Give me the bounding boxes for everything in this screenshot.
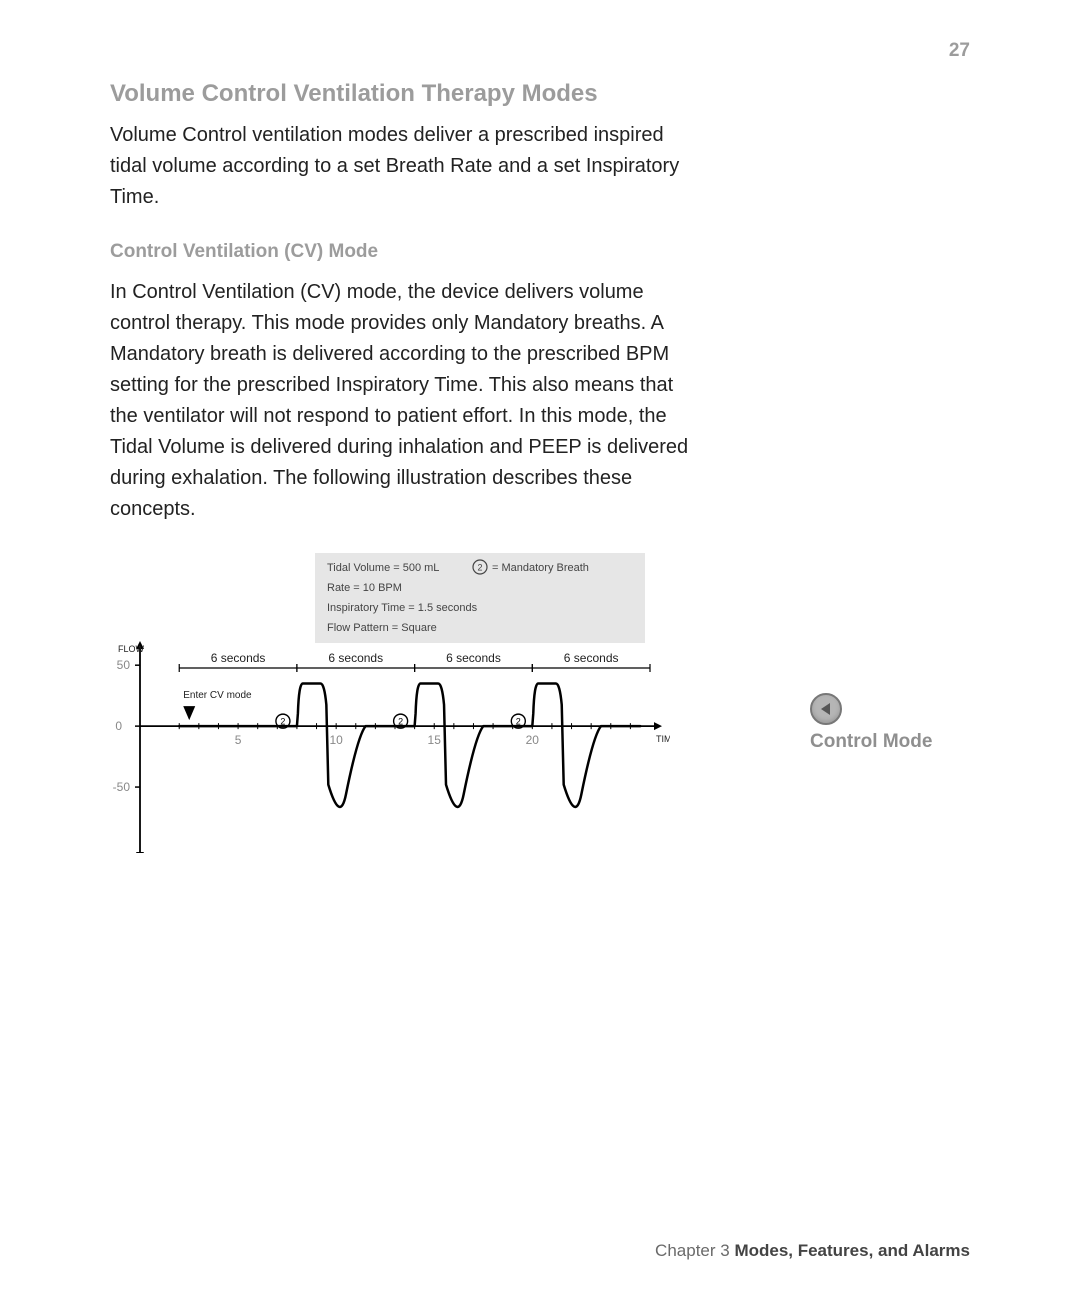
svg-text:= Mandatory Breath: = Mandatory Breath [492, 562, 589, 574]
svg-text:5: 5 [235, 733, 242, 747]
svg-text:6 seconds: 6 seconds [446, 651, 501, 665]
svg-text:-50: -50 [113, 780, 131, 794]
svg-text:10: 10 [329, 733, 343, 747]
svg-text:Flow Pattern = Square: Flow Pattern = Square [327, 622, 437, 634]
figure-side-caption: Control Mode [810, 693, 1010, 753]
svg-text:Rate = 10 BPM: Rate = 10 BPM [327, 582, 402, 594]
svg-text:15: 15 [428, 733, 442, 747]
svg-text:6 seconds: 6 seconds [211, 651, 266, 665]
svg-text:Enter CV mode: Enter CV mode [183, 690, 252, 701]
flow-waveform-figure: Tidal Volume = 500 mL Rate = 10 BPM Inspir… [110, 553, 670, 853]
svg-text:FLOW: FLOW [118, 644, 145, 654]
svg-text:20: 20 [526, 733, 540, 747]
content-area: Volume Control Ventilation Therapy Modes… [110, 80, 970, 873]
svg-text:6 seconds: 6 seconds [564, 651, 619, 665]
subsection-title: Control Ventilation (CV) Mode [110, 241, 970, 263]
svg-text:6 seconds: 6 seconds [328, 651, 383, 665]
svg-text:50: 50 [117, 658, 131, 672]
svg-text:TIME: TIME [656, 734, 670, 744]
svg-text:Tidal Volume = 500 mL: Tidal Volume = 500 mL [327, 562, 439, 574]
svg-text:Inspiratory Time = 1.5 seconds: Inspiratory Time = 1.5 seconds [327, 602, 478, 614]
svg-text:0: 0 [115, 719, 122, 733]
svg-text:2: 2 [477, 563, 482, 573]
intro-paragraph: Volume Control ventilation modes deliver… [110, 120, 690, 213]
back-arrow-icon [810, 693, 842, 725]
page: 27 Volume Control Ventilation Therapy Mo… [0, 0, 1080, 1311]
footer-chapter: Chapter 3 [655, 1241, 734, 1260]
footer-title: Modes, Features, and Alarms [734, 1241, 970, 1260]
subsection-paragraph: In Control Ventilation (CV) mode, the de… [110, 277, 690, 525]
section-title: Volume Control Ventilation Therapy Modes [110, 80, 970, 108]
page-number: 27 [949, 40, 970, 62]
side-caption-text: Control Mode [810, 731, 1010, 753]
figure-container: Tidal Volume = 500 mL Rate = 10 BPM Inspir… [110, 553, 870, 873]
footer: Chapter 3 Modes, Features, and Alarms [655, 1241, 970, 1261]
